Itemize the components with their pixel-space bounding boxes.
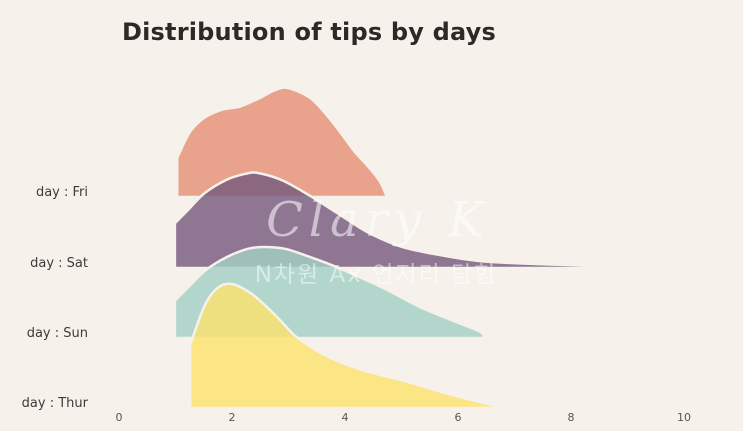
density-curve-thur xyxy=(188,282,500,410)
row-label-fri: day : Fri xyxy=(35,185,88,200)
x-tick-8: 8 xyxy=(567,411,575,424)
x-tick-6: 6 xyxy=(454,411,462,424)
x-tick-10: 10 xyxy=(677,411,691,424)
density-curve-sat xyxy=(173,171,683,270)
density-curve-fri xyxy=(175,86,389,199)
x-tick-2: 2 xyxy=(228,411,236,424)
chart-title: Distribution of tips by days xyxy=(122,18,497,46)
row-label-sat: day : Sat xyxy=(30,256,88,271)
row-label-sun: day : Sun xyxy=(26,326,88,341)
x-tick-4: 4 xyxy=(341,411,349,424)
row-label-thur: day : Thur xyxy=(21,396,88,411)
x-tick-0: 0 xyxy=(115,411,123,424)
